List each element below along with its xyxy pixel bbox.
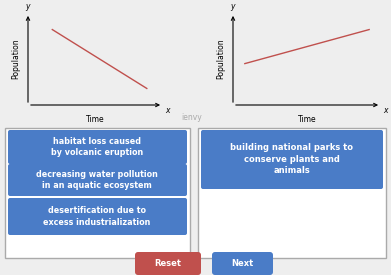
FancyBboxPatch shape <box>201 130 383 189</box>
Text: decreasing water pollution
in an aquatic ecosystem: decreasing water pollution in an aquatic… <box>36 170 158 190</box>
Text: y: y <box>230 2 234 11</box>
Text: habitat loss caused
by volcanic eruption: habitat loss caused by volcanic eruption <box>51 137 143 157</box>
Text: desertification due to
excess industrialization: desertification due to excess industrial… <box>43 207 151 227</box>
Text: ienvy: ienvy <box>182 114 203 122</box>
FancyBboxPatch shape <box>135 252 201 275</box>
FancyBboxPatch shape <box>212 252 273 275</box>
Text: x: x <box>383 106 387 115</box>
Text: Population: Population <box>217 39 226 79</box>
Text: Next: Next <box>231 258 253 268</box>
FancyBboxPatch shape <box>8 130 187 164</box>
FancyBboxPatch shape <box>8 164 187 196</box>
FancyBboxPatch shape <box>198 128 386 258</box>
FancyBboxPatch shape <box>5 128 190 258</box>
Text: Time: Time <box>298 115 316 124</box>
Text: Reset: Reset <box>154 258 181 268</box>
Text: Time: Time <box>86 115 105 124</box>
FancyBboxPatch shape <box>8 198 187 235</box>
Text: Population: Population <box>11 39 20 79</box>
Text: building national parks to
conserve plants and
animals: building national parks to conserve plan… <box>231 143 353 175</box>
Text: x: x <box>165 106 170 115</box>
Text: y: y <box>25 2 29 11</box>
